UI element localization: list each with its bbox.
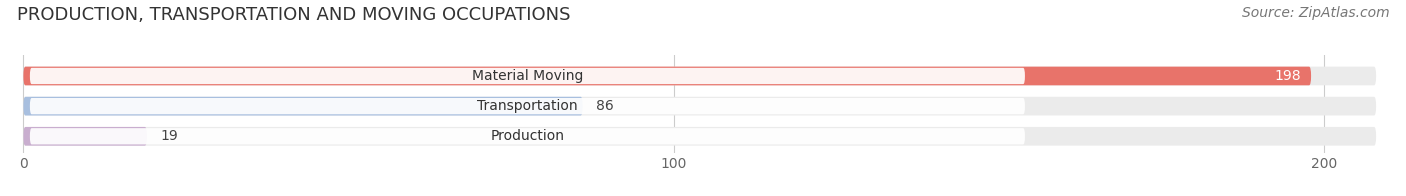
- Text: Production: Production: [491, 129, 564, 143]
- FancyBboxPatch shape: [24, 127, 1376, 146]
- FancyBboxPatch shape: [30, 68, 1025, 84]
- Text: Transportation: Transportation: [477, 99, 578, 113]
- Text: Source: ZipAtlas.com: Source: ZipAtlas.com: [1241, 6, 1389, 20]
- FancyBboxPatch shape: [30, 128, 1025, 144]
- FancyBboxPatch shape: [24, 97, 582, 115]
- FancyBboxPatch shape: [24, 67, 1310, 85]
- Text: 198: 198: [1275, 69, 1302, 83]
- Text: 86: 86: [596, 99, 613, 113]
- Text: 19: 19: [160, 129, 177, 143]
- FancyBboxPatch shape: [24, 127, 148, 146]
- Text: PRODUCTION, TRANSPORTATION AND MOVING OCCUPATIONS: PRODUCTION, TRANSPORTATION AND MOVING OC…: [17, 6, 571, 24]
- FancyBboxPatch shape: [24, 97, 1376, 115]
- FancyBboxPatch shape: [24, 67, 1376, 85]
- FancyBboxPatch shape: [30, 98, 1025, 114]
- Text: Material Moving: Material Moving: [472, 69, 583, 83]
